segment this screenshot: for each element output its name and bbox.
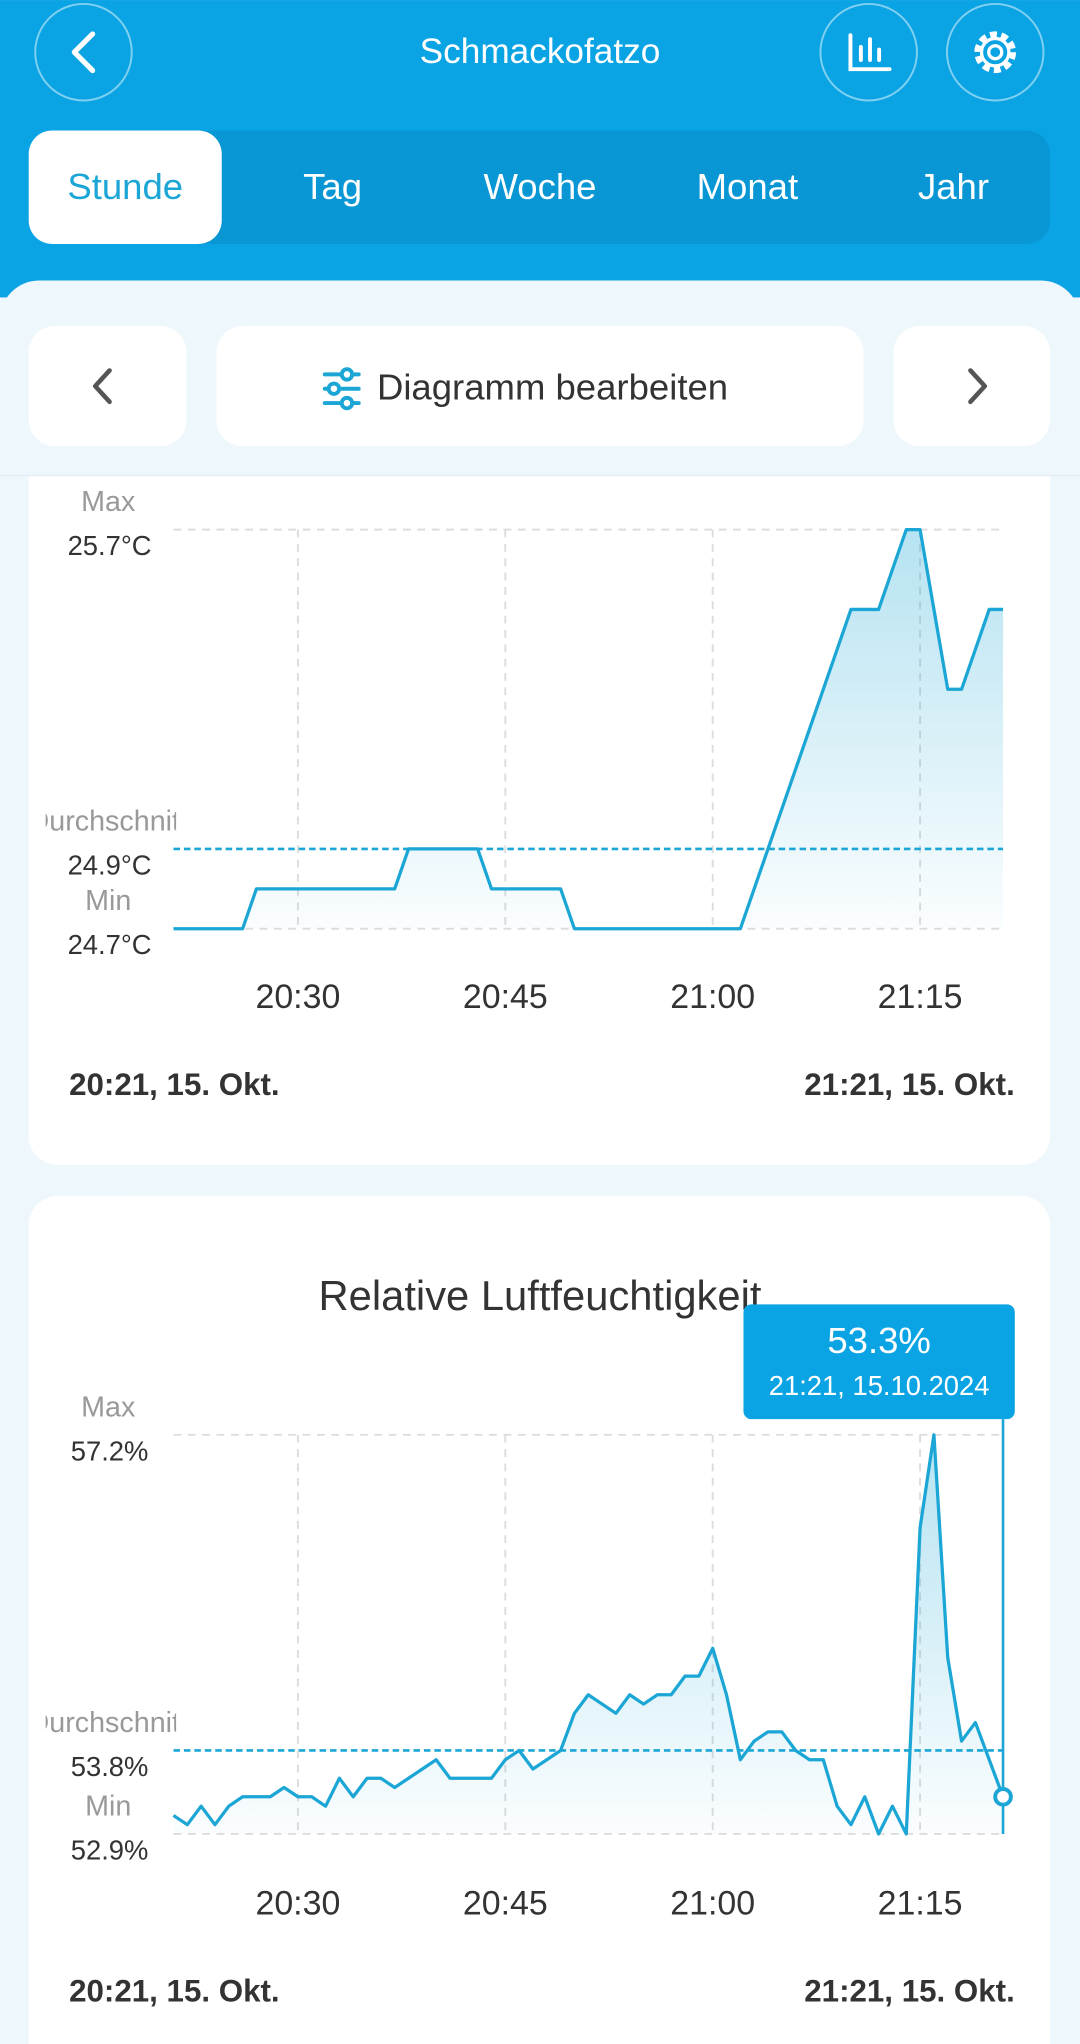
tab[interactable]: Monat — [697, 166, 799, 207]
x-tick-label: 21:15 — [878, 1885, 963, 1923]
y-tick-name: Min — [85, 1790, 131, 1822]
x-tick-label: 20:30 — [255, 1885, 340, 1923]
area — [173, 1434, 1004, 1834]
y-tick-label: 52.9% — [71, 1834, 149, 1865]
range-start: 20:21, 15. Okt. — [69, 1067, 280, 1102]
x-tick-label: 21:00 — [670, 1885, 755, 1923]
y-tick-label: 53.8% — [71, 1751, 149, 1782]
card — [28, 430, 1050, 1165]
range-start: 20:21, 15. Okt. — [69, 1973, 280, 2008]
edit-chart-button[interactable]: Diagramm bearbeiten — [216, 326, 864, 447]
tab-selected-bg — [28, 130, 222, 244]
tab-label: Jahr — [918, 166, 989, 207]
tab[interactable]: Tag — [303, 166, 362, 207]
settings-button[interactable] — [945, 2, 1045, 102]
x-tick-label: 20:45 — [463, 1885, 548, 1923]
tooltip-date: 21:21, 15.10.2024 — [769, 1370, 990, 1401]
y-tick-name: Durchschnitt — [29, 1707, 188, 1739]
x-tick-label: 20:45 — [463, 978, 548, 1016]
y-tick-label: 24.9°C — [68, 849, 152, 880]
x-tick-label: 21:15 — [878, 978, 963, 1016]
range-end: 21:21, 15. Okt. — [804, 1067, 1015, 1102]
range-end: 21:21, 15. Okt. — [804, 1973, 1015, 2008]
next-button[interactable] — [893, 326, 1050, 447]
point-marker — [993, 1787, 1013, 1807]
prev-button[interactable] — [28, 326, 187, 447]
tab-label: Woche — [483, 166, 596, 207]
y-tick-label: 25.7°C — [68, 530, 152, 561]
line — [172, 1433, 1005, 1836]
chart-title: Relative Luftfeuchtigkeit — [319, 1272, 762, 1319]
tab-label: Tag — [303, 166, 362, 207]
header-title: Schmackofatzo — [420, 32, 661, 71]
y-tick-label: 57.2% — [71, 1435, 149, 1466]
tab-bar — [28, 130, 1050, 244]
y-tick-name: Durchschnitt — [29, 805, 188, 837]
x-tick-label: 21:00 — [670, 978, 755, 1016]
tab-label: Monat — [697, 166, 799, 207]
y-tick-name: Min — [85, 885, 131, 917]
stats-button[interactable] — [819, 2, 918, 102]
tooltip-value: 53.3% — [827, 1320, 931, 1361]
tooltip — [743, 1304, 1015, 1420]
tab-label: Stunde — [67, 166, 183, 207]
tab[interactable]: Woche — [483, 166, 596, 207]
back-button[interactable] — [34, 2, 133, 102]
toolbar-divider — [0, 474, 1080, 477]
x-tick-label: 20:30 — [255, 978, 340, 1016]
tab[interactable]: Jahr — [918, 166, 989, 207]
y-tick-label: 24.7°C — [68, 929, 152, 960]
y-tick-name: Max — [81, 1391, 136, 1423]
y-tick-name: Max — [81, 486, 136, 518]
edit-chart-label: Diagramm bearbeiten — [377, 367, 728, 408]
tab[interactable]: Stunde — [28, 130, 222, 244]
line — [173, 527, 1004, 931]
area — [173, 529, 1004, 929]
